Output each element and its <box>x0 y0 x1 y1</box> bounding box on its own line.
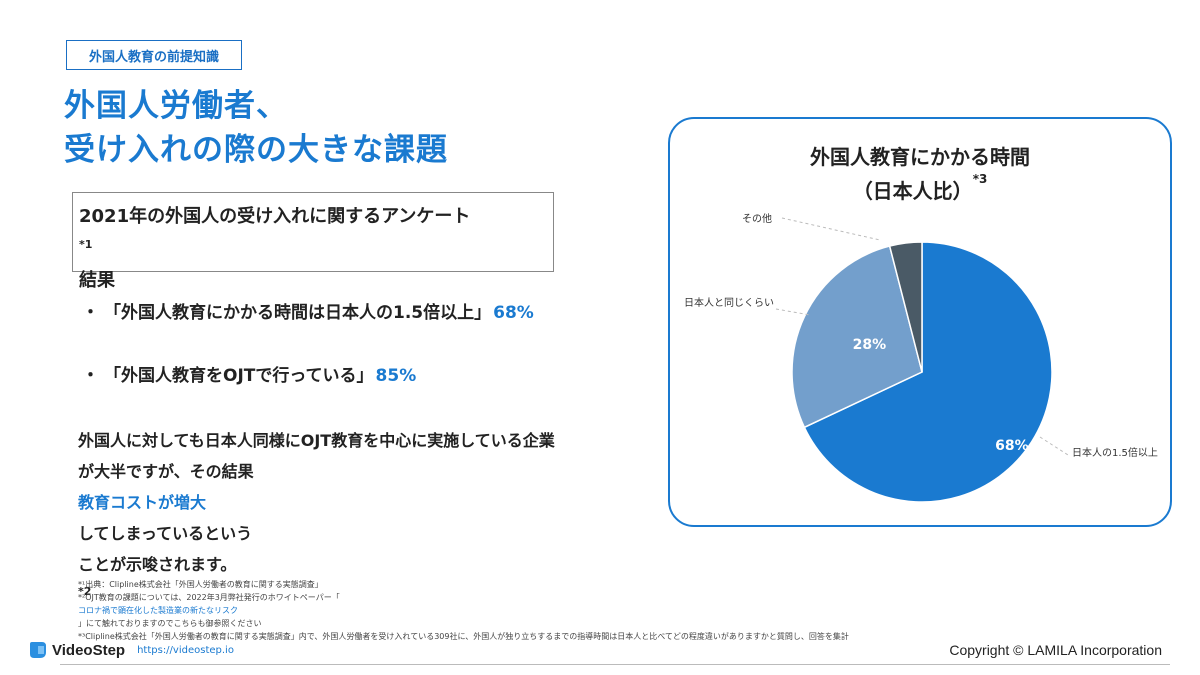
bullet-dot: ・ <box>82 303 99 323</box>
survey-heading-line2: 結果 <box>79 270 115 291</box>
pie-slice <box>791 245 923 429</box>
pie-leader-line <box>781 217 881 241</box>
summary-footnote-ref: *2 <box>78 585 92 598</box>
page-title-line2: 受け入れの際の大きな課題 <box>64 132 448 168</box>
footnote-2-pre: *²OJT教育の課題については、2022年3月弊社発行のホワイトペーパー「 <box>78 593 340 602</box>
chart-footnote-ref: *3 <box>972 172 988 186</box>
pie-leader-line <box>1039 436 1069 456</box>
brand-name: VideoStep <box>52 641 126 659</box>
videostep-logo-icon <box>30 642 46 658</box>
footnote-1: *¹出典：Clipline株式会社「外国人労働者の教育に関する実態調査」 <box>78 580 323 589</box>
survey-footnote-ref: *1 <box>79 238 93 251</box>
footnote-2-post: 」にて触れておりますのでこちらも御参照ください <box>78 619 262 628</box>
survey-result-text: 「外国人教育をOJTで行っている」 <box>104 366 374 386</box>
summary-line2: が大半ですが、その結果 教育コストが増大してしまっているという <box>78 456 648 549</box>
survey-result-value: 68% <box>493 303 534 323</box>
pie-value-label: 28% <box>853 337 887 353</box>
videostep-logo: VideoStep https://videostep.io <box>28 640 234 660</box>
pie-category-label: 日本人の1.5倍以上 <box>1072 446 1158 459</box>
survey-heading-line1: 2021年の外国人の受け入れに関するアンケート *1 <box>79 201 547 265</box>
copyright-text: Copyright © LAMILA Incorporation <box>949 642 1162 658</box>
pie-slice <box>803 241 1053 503</box>
pie-value-label: 68% <box>995 438 1029 454</box>
chart-title-line1: 外国人教育にかかる時間 <box>810 145 1030 169</box>
summary-line2-pre: が大半ですが、その結果 <box>78 462 254 481</box>
survey-result-item: ・ 「外国人教育をOJTで行っている」 85% <box>82 361 416 386</box>
pie-category-label: 日本人と同じくらい <box>684 296 774 309</box>
page-title: 外国人労働者、 受け入れの際の大きな課題 <box>64 84 448 172</box>
pie-chart: 68% 日本人の1.5倍以上 28% 日本人と同じくらい その他 <box>684 212 1158 503</box>
chart-title-line2-text: （日本人比） <box>852 179 973 203</box>
footer-divider <box>60 664 1170 665</box>
summary-line2-post: してしまっているという <box>78 524 253 543</box>
summary-line3-text: ことが示唆されます。 <box>78 555 237 574</box>
whitepaper-link[interactable]: コロナ禍で顕在化した製造業の新たなリスク <box>78 606 238 615</box>
section-tag: 外国人教育の前提知識 <box>66 40 242 70</box>
chart-card: 外国人教育にかかる時間 （日本人比）*3 68% 日本人の1.5倍以上 28% 日本人… <box>668 117 1172 527</box>
footnotes: *¹出典：Clipline株式会社「外国人労働者の教育に関する実態調査」 *²O… <box>78 578 849 643</box>
survey-heading-box: 2021年の外国人の受け入れに関するアンケート *1 結果 <box>72 192 554 291</box>
page-title-line1: 外国人労働者、 <box>64 88 288 124</box>
pie-category-label: その他 <box>742 212 772 225</box>
survey-result-text: 「外国人教育にかかる時間は日本人の1.5倍以上」 <box>104 303 492 323</box>
footnote-2: *²OJT教育の課題については、2022年3月弊社発行のホワイトペーパー「 コロナ… <box>78 591 849 630</box>
summary-paragraph: 外国人に対しても日本人同様にOJT教育を中心に実施している企業 が大半ですが、そ… <box>78 425 648 611</box>
summary-line1: 外国人に対しても日本人同様にOJT教育を中心に実施している企業 <box>78 431 555 450</box>
footnote-3: *³Clipline株式会社「外国人労働者の教育に関する実態調査」内で、外国人労… <box>78 632 849 641</box>
chart-title-line2: （日本人比）*3 <box>670 172 1170 204</box>
survey-result-value: 85% <box>375 366 417 386</box>
site-url-link[interactable]: https://videostep.io <box>137 644 234 656</box>
survey-result-item: ・ 「外国人教育にかかる時間は日本人の1.5倍以上」 68% <box>82 298 534 323</box>
summary-highlight: 教育コストが増大 <box>78 493 207 512</box>
survey-heading-text: 2021年の外国人の受け入れに関するアンケート <box>79 206 471 227</box>
pie-slice <box>888 241 923 373</box>
summary-line3: ことが示唆されます。 *2 <box>78 549 648 611</box>
bullet-dot: ・ <box>82 366 99 386</box>
